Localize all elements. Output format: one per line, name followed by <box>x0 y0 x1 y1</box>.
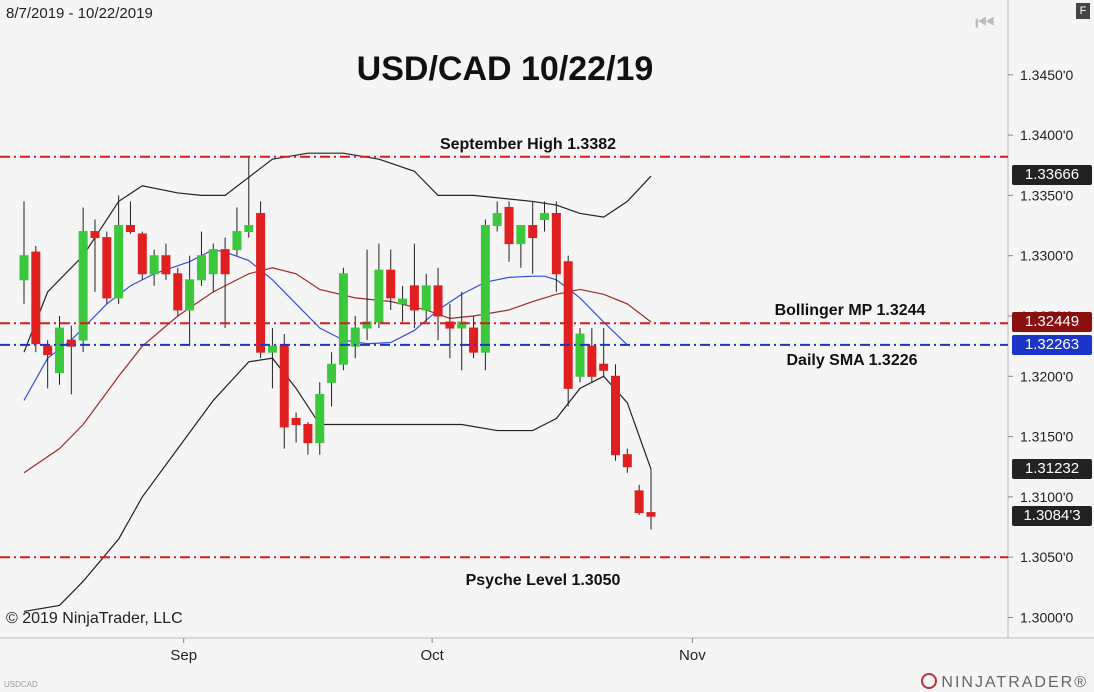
candle-body <box>457 321 467 329</box>
candle-body <box>338 273 348 365</box>
y-tick-label: 1.3300'0 <box>1020 248 1073 264</box>
candle-body <box>492 212 502 227</box>
y-tick-label: 1.3100'0 <box>1020 489 1073 505</box>
price-tag: 1.31232 <box>1012 458 1092 479</box>
candle-body <box>220 249 230 275</box>
level-label: September High 1.3382 <box>440 136 616 153</box>
x-tick-label: Oct <box>420 647 444 664</box>
candle-body <box>43 345 53 356</box>
candle-body <box>173 273 183 311</box>
candle-body <box>575 333 585 377</box>
candle-body <box>433 285 443 317</box>
candle-body <box>362 321 372 329</box>
candle-body <box>279 345 289 428</box>
candle-body <box>622 454 632 468</box>
candle-body <box>516 225 526 245</box>
y-tick-label: 1.3050'0 <box>1020 549 1073 565</box>
candle-body <box>350 327 360 347</box>
candle-body <box>540 212 550 221</box>
brand-logo: NINJATRADER® <box>921 673 1088 692</box>
candle-body <box>646 512 656 517</box>
level-label: Psyche Level 1.3050 <box>466 572 621 589</box>
y-tick-label: 1.3350'0 <box>1020 187 1073 203</box>
candle-body <box>504 206 514 245</box>
candle-body <box>611 375 620 456</box>
price-tag: 1.32449 <box>1012 312 1092 333</box>
scroll-to-start-icon[interactable]: ⏮ <box>975 10 995 35</box>
candle-body <box>196 255 206 281</box>
candle-body <box>137 233 147 275</box>
candle-body <box>267 345 277 353</box>
candle-body <box>386 269 396 299</box>
chart-title: USD/CAD 10/22/19 <box>356 50 654 88</box>
brand-name: NINJATRADER® <box>941 674 1088 691</box>
candle-body <box>315 393 325 444</box>
candle-body <box>114 225 124 299</box>
candle-body <box>66 339 76 347</box>
bollinger-mid-line <box>23 267 652 474</box>
level-label: Daily SMA 1.3226 <box>786 352 917 369</box>
candle-body <box>528 225 538 239</box>
candle-body <box>303 424 313 444</box>
x-tick-label: Nov <box>679 647 706 664</box>
candle-body <box>161 255 171 275</box>
candle-body <box>480 225 490 353</box>
candle-body <box>102 237 112 299</box>
level-label: Bollinger MP 1.3244 <box>775 302 926 319</box>
candle-body <box>469 327 479 353</box>
y-tick-label: 1.3450'0 <box>1020 67 1073 83</box>
candle-body <box>634 490 644 514</box>
candle-body <box>78 231 88 341</box>
candle-body <box>409 285 419 311</box>
bollinger-upper-band <box>23 152 652 353</box>
candle-body <box>256 212 266 353</box>
y-tick-label: 1.3150'0 <box>1020 429 1073 445</box>
copyright: © 2019 NinjaTrader, LLC <box>6 610 183 627</box>
y-tick-label: 1.3000'0 <box>1020 609 1073 625</box>
candle-body <box>563 261 573 389</box>
date-range: 8/7/2019 - 10/22/2019 <box>6 5 153 22</box>
candle-body <box>398 298 408 305</box>
candle-body <box>19 255 29 281</box>
brand-circle-icon <box>921 673 938 689</box>
y-tick-label: 1.3400'0 <box>1020 127 1073 143</box>
candle-body <box>149 255 159 275</box>
candle-body <box>599 363 609 371</box>
candle-body <box>90 231 100 239</box>
candle-body <box>551 212 561 275</box>
candle-body <box>125 225 135 233</box>
price-tag: 1.3084'3 <box>1012 505 1092 526</box>
price-tag: 1.33666 <box>1012 165 1092 186</box>
candle-body <box>54 327 64 374</box>
f-button[interactable]: F <box>1076 3 1090 19</box>
candle-body <box>445 321 455 329</box>
candle-body <box>208 249 218 275</box>
candle-body <box>421 285 431 311</box>
candle-body <box>244 225 254 233</box>
candle-body <box>587 345 597 377</box>
symbol-label: USDCAD <box>4 680 38 689</box>
candle-body <box>185 279 195 311</box>
candle-body <box>232 231 242 251</box>
y-tick-label: 1.3200'0 <box>1020 368 1073 384</box>
candle-body <box>31 251 41 345</box>
candle-body <box>291 417 301 426</box>
candle-body <box>374 269 384 323</box>
x-tick-label: Sep <box>170 647 197 664</box>
price-tag: 1.32263 <box>1012 334 1092 355</box>
candle-body <box>327 363 337 383</box>
